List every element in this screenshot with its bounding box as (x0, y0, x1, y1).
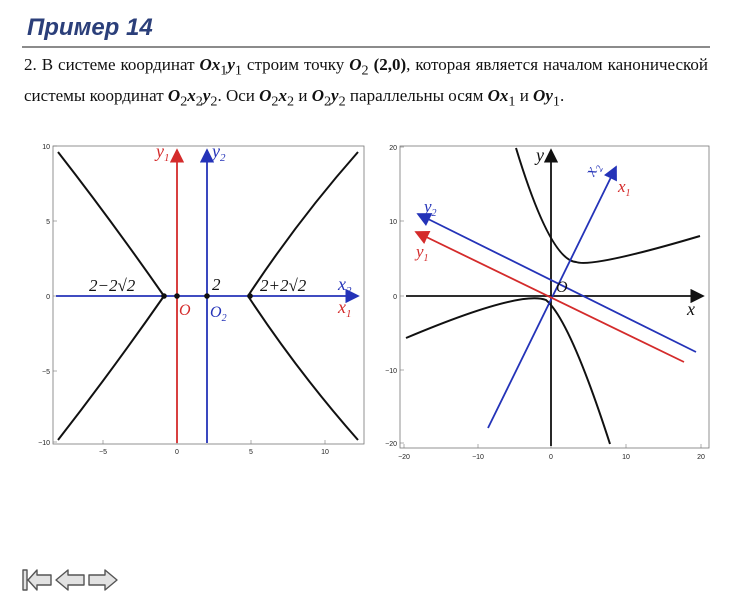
vertex-left-point (161, 293, 167, 299)
x-tick-label: 0 (175, 449, 179, 456)
left-hyperbola-plot: −5 0 5 10 10 5 0 −5 −10 y1 y2 x2 x1 O O2… (36, 140, 368, 460)
label-right-vertex: 2+2√2 (260, 276, 307, 295)
math-sub: 2 (323, 93, 332, 110)
text: и (294, 86, 312, 106)
math-sub: 2 (180, 93, 188, 110)
x-tick-label: 10 (622, 454, 630, 461)
math: O (167, 86, 181, 106)
label-origin-o: O (556, 279, 568, 296)
label-x2: x2 (337, 274, 352, 297)
math: y (331, 86, 339, 106)
right-rotated-plot: −20 −10 0 10 20 20 10 0 −10 −20 x y x2 x… (370, 140, 715, 470)
axis-y2-rotated (416, 213, 697, 353)
y-tick-label: −20 (385, 441, 397, 448)
text: 2. В системе координат (24, 55, 200, 74)
label-y2: y2 (210, 141, 226, 164)
axis-y1-rotated (414, 231, 685, 363)
math: O (259, 86, 272, 106)
next-slide-button[interactable] (86, 567, 120, 593)
math-sub: 2 (210, 93, 218, 110)
math-sub: 2 (195, 93, 203, 110)
text: строим точку (241, 55, 350, 74)
label-y1: y1 (154, 141, 170, 164)
hyperbola-upper-branch (515, 147, 701, 264)
y-tick-label: 0 (46, 294, 50, 301)
label-x2: x2 (580, 159, 606, 181)
math-sub: 1 (220, 62, 228, 79)
math: O (349, 55, 362, 74)
y-tick-label: −10 (385, 368, 397, 375)
math: O (311, 86, 324, 106)
math-sub: 2 (271, 93, 279, 110)
origin-point (174, 293, 180, 299)
label-x1: x1 (617, 177, 631, 199)
previous-slide-button[interactable] (53, 567, 87, 593)
first-slide-button[interactable] (20, 567, 54, 593)
label-y2: y2 (422, 197, 437, 219)
math-sub: 1 (508, 93, 516, 110)
plot-frame (52, 145, 365, 445)
vertex-right-point (247, 293, 253, 299)
y-tick-label: −10 (38, 440, 50, 447)
x-tick-label: 10 (321, 449, 329, 456)
label-o2: O2 (210, 304, 227, 324)
next-slide-icon (88, 569, 118, 591)
y-tick-label: 0 (393, 294, 397, 301)
text: параллельны осям (345, 86, 488, 106)
math: y (202, 86, 211, 106)
first-slide-icon (22, 569, 52, 591)
math: x (278, 86, 288, 106)
label-x: x (686, 299, 695, 319)
center-o2-point (204, 293, 210, 299)
x-tick-label: −20 (398, 454, 410, 461)
previous-slide-icon (55, 569, 85, 591)
label-origin-o: O (179, 302, 191, 319)
problem-text: 2. В системе координат Ox1y1 строим точк… (24, 52, 708, 115)
y-tick-label: 10 (42, 144, 50, 151)
x-tick-label: 5 (249, 449, 253, 456)
math: Oy (533, 86, 553, 106)
text: и (515, 86, 534, 106)
label-center-value: 2 (212, 275, 221, 294)
y-tick-label: 20 (389, 145, 397, 152)
text: , которая является началом канонической … (24, 55, 709, 106)
x-tick-label: 0 (549, 454, 553, 461)
plot-frame (399, 145, 710, 449)
y-tick-label: −5 (42, 369, 50, 376)
x-tick-label: −10 (472, 454, 484, 461)
math: Ox (199, 55, 221, 74)
hyperbola-lower-branch (405, 297, 611, 445)
x-tick-label: −5 (99, 449, 107, 456)
math-point: (2,0) (368, 55, 407, 74)
y-tick-label: 10 (389, 219, 397, 226)
math-sub: 2 (338, 93, 346, 110)
text: . Оси (217, 86, 260, 106)
x-tick-label: 20 (697, 454, 705, 461)
label-left-vertex: 2−2√2 (89, 276, 136, 295)
slide-title: Пример 14 (27, 14, 153, 41)
title-divider (22, 46, 710, 48)
frame-ticks (53, 145, 326, 444)
label-x1: x1 (337, 297, 352, 320)
math-sub: 2 (361, 62, 369, 79)
math: x (187, 86, 196, 106)
math-sub: 1 (552, 93, 560, 110)
math-sub: 2 (287, 93, 295, 110)
label-y: y (534, 145, 544, 165)
math: y (227, 55, 235, 74)
math: Ox (487, 86, 509, 106)
math-sub: 1 (234, 62, 242, 79)
label-y1: y1 (414, 242, 429, 264)
y-tick-label: 5 (46, 219, 50, 226)
text: . (559, 86, 565, 106)
